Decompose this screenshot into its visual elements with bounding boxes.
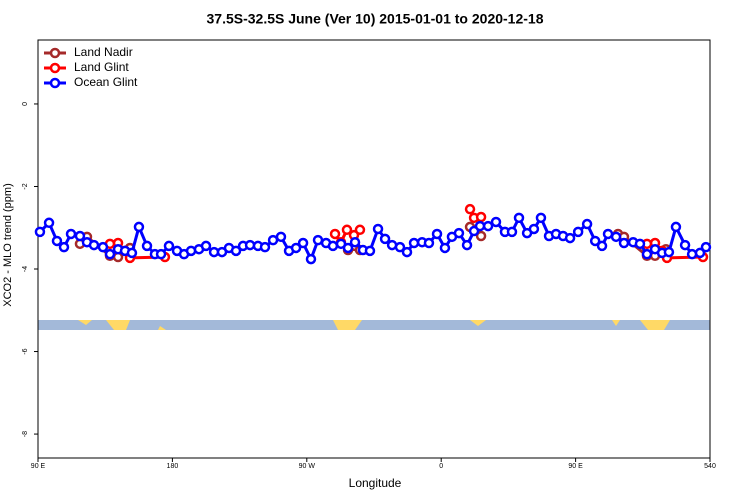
x-tick-label: 90 E — [568, 463, 583, 470]
data-point — [354, 224, 366, 236]
data-point — [464, 203, 476, 215]
data-point — [97, 241, 109, 253]
data-point — [572, 226, 584, 238]
data-point — [535, 212, 547, 224]
data-point — [602, 228, 614, 240]
data-point — [401, 246, 413, 258]
y-tick-label: -8 — [22, 431, 29, 437]
data-point — [475, 211, 487, 223]
legend-label: Land Glint — [74, 60, 129, 74]
data-point — [305, 253, 317, 265]
data-point — [364, 245, 376, 257]
data-point — [126, 247, 138, 259]
data-point — [200, 240, 212, 252]
data-point — [275, 231, 287, 243]
data-point — [329, 228, 341, 240]
data-point — [259, 241, 271, 253]
data-point — [694, 247, 706, 259]
legend-label: Land Nadir — [74, 45, 133, 59]
data-point — [349, 236, 361, 248]
data-point — [297, 237, 309, 249]
data-point — [461, 239, 473, 251]
data-point — [634, 238, 646, 250]
legend-label: Ocean Glint — [74, 75, 138, 89]
data-point — [686, 248, 698, 260]
x-axis-label: Longitude — [349, 476, 402, 490]
data-point — [618, 237, 630, 249]
data-point — [589, 235, 601, 247]
x-tick-label: 90 W — [299, 463, 316, 470]
data-point — [564, 232, 576, 244]
y-tick-label: -6 — [22, 348, 29, 354]
data-point — [133, 221, 145, 233]
data-point — [610, 231, 622, 243]
data-point — [65, 228, 77, 240]
data-point — [394, 241, 406, 253]
ocean-strip — [38, 320, 710, 330]
data-point — [43, 217, 55, 229]
data-point — [596, 240, 608, 252]
data-point — [341, 224, 353, 236]
data-point — [74, 230, 86, 242]
data-point — [51, 235, 63, 247]
data-point — [506, 226, 518, 238]
data-point — [453, 227, 465, 239]
data-point — [312, 234, 324, 246]
data-point — [663, 246, 675, 258]
data-point — [104, 248, 116, 260]
data-point — [513, 212, 525, 224]
legend-marker — [49, 62, 61, 74]
x-tick-label: 540 — [704, 463, 716, 470]
data-point — [423, 237, 435, 249]
y-tick-label: -2 — [22, 183, 29, 189]
data-point — [475, 230, 487, 242]
y-axis-label: XCO2 - MLO trend (ppm) — [2, 183, 14, 306]
data-point — [490, 216, 502, 228]
data-point — [581, 218, 593, 230]
data-point — [372, 223, 384, 235]
data-point — [327, 240, 339, 252]
x-tick-label: 180 — [167, 463, 179, 470]
legend-marker — [49, 77, 61, 89]
data-point — [230, 245, 242, 257]
data-point — [155, 248, 167, 260]
x-tick-label: 0 — [439, 463, 443, 470]
data-point — [700, 241, 712, 253]
x-tick-label: 90 E — [31, 463, 46, 470]
data-point — [528, 223, 540, 235]
data-point — [163, 240, 175, 252]
map-strip — [38, 320, 710, 330]
data-point — [342, 242, 354, 254]
data-point — [439, 242, 451, 254]
data-point — [34, 226, 46, 238]
data-point — [641, 248, 653, 260]
chart-title: 37.5S-32.5S June (Ver 10) 2015-01-01 to … — [207, 11, 544, 27]
data-point — [431, 228, 443, 240]
data-point — [88, 239, 100, 251]
legend-marker — [49, 47, 61, 59]
data-point — [482, 220, 494, 232]
data-point — [408, 237, 420, 249]
data-point — [474, 220, 486, 232]
data-point — [290, 242, 302, 254]
y-tick-label: -4 — [22, 266, 29, 272]
y-tick-label: 0 — [22, 102, 29, 106]
data-point — [58, 241, 70, 253]
data-point — [379, 233, 391, 245]
data-point — [670, 221, 682, 233]
data-point — [141, 240, 153, 252]
data-point — [679, 239, 691, 251]
